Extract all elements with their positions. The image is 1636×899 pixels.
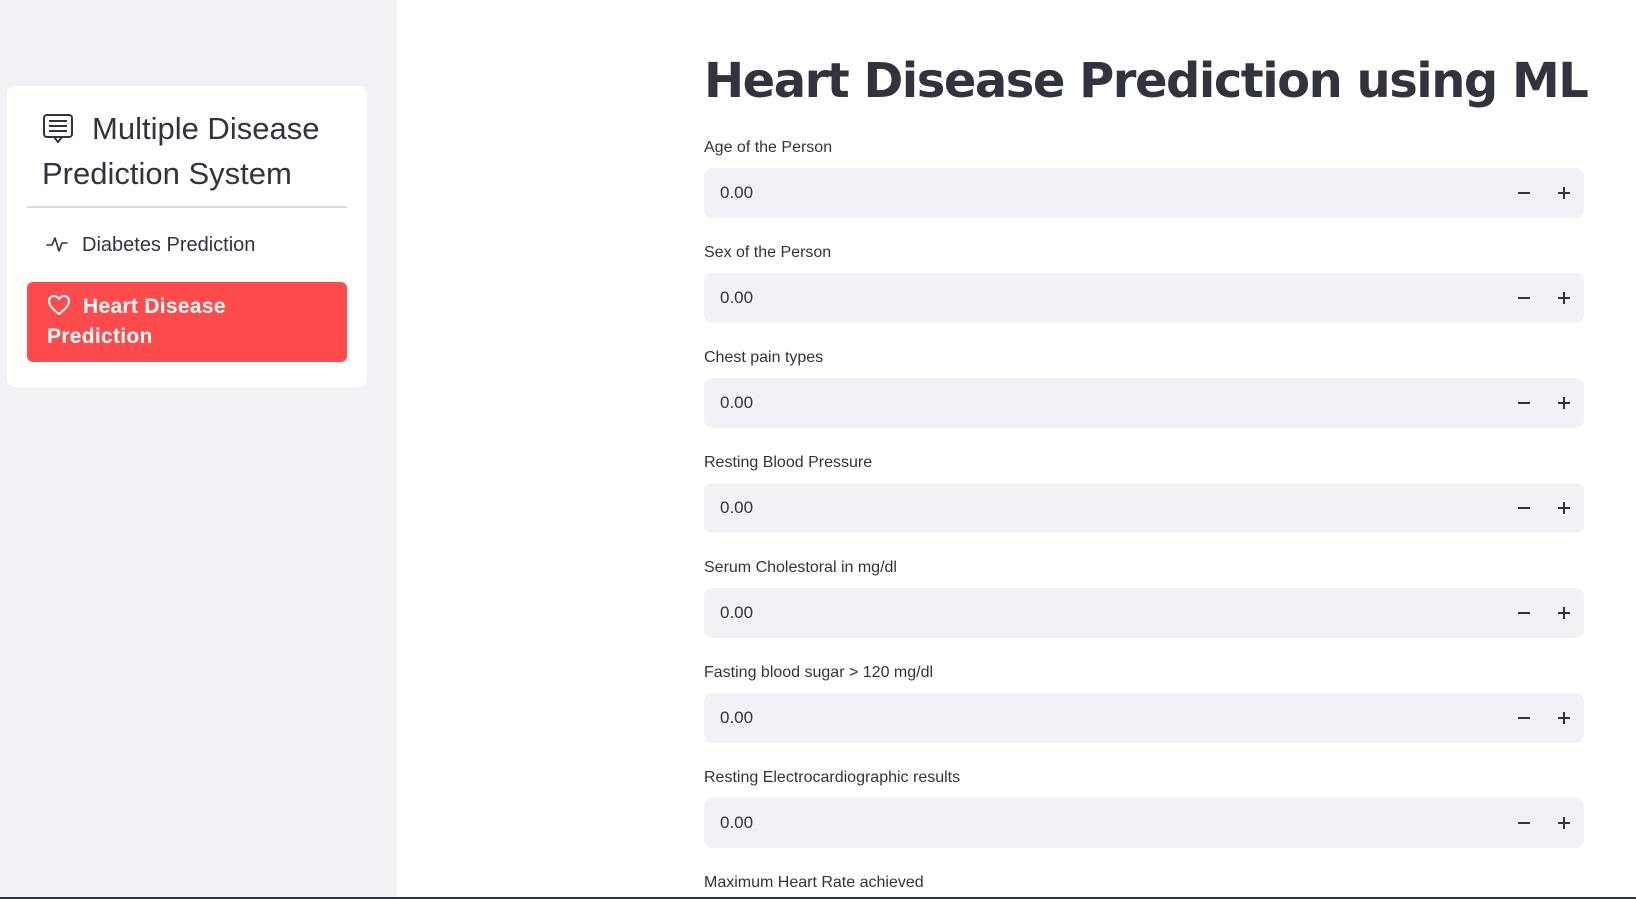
plus-icon bbox=[1558, 712, 1570, 724]
chest-pain-value[interactable]: 0.00 bbox=[720, 393, 754, 412]
menu-title: Multiple Disease Prediction System bbox=[42, 106, 352, 196]
sex-input[interactable]: 0.00 bbox=[704, 273, 1584, 323]
fasting-sugar-value[interactable]: 0.00 bbox=[720, 708, 754, 727]
max-heart-rate-label: Maximum Heart Rate achieved bbox=[704, 874, 924, 891]
plus-icon bbox=[1558, 397, 1570, 409]
age-value[interactable]: 0.00 bbox=[720, 183, 754, 202]
menu-title-text: Multiple Disease Prediction System bbox=[42, 111, 320, 191]
age-input[interactable]: 0.00 bbox=[704, 168, 1584, 218]
sidebar-item-heart-disease-prediction[interactable]: Heart Disease Prediction bbox=[27, 282, 347, 362]
minus-icon bbox=[1518, 717, 1530, 719]
minus-icon bbox=[1518, 507, 1530, 509]
increment-button[interactable] bbox=[1544, 378, 1584, 428]
plus-icon bbox=[1558, 502, 1570, 514]
minus-icon bbox=[1518, 822, 1530, 824]
sidebar-item-label: Heart Disease Prediction bbox=[47, 295, 226, 348]
window-bottom-border bbox=[0, 897, 1636, 899]
decrement-button[interactable] bbox=[1504, 273, 1544, 323]
decrement-button[interactable] bbox=[1504, 798, 1544, 848]
age-label: Age of the Person bbox=[704, 139, 833, 156]
cholesterol-label: Serum Cholestoral in mg/dl bbox=[704, 559, 897, 576]
increment-button[interactable] bbox=[1544, 168, 1584, 218]
chest-pain-label: Chest pain types bbox=[704, 349, 824, 366]
decrement-button[interactable] bbox=[1504, 588, 1544, 638]
minus-icon bbox=[1518, 402, 1530, 404]
decrement-button[interactable] bbox=[1504, 483, 1544, 533]
resting-ecg-input[interactable]: 0.00 bbox=[704, 798, 1584, 848]
decrement-button[interactable] bbox=[1504, 693, 1544, 743]
activity-icon bbox=[46, 227, 68, 252]
page-title: Heart Disease Prediction using ML bbox=[704, 53, 1589, 109]
cholesterol-input[interactable]: 0.00 bbox=[704, 588, 1584, 638]
minus-icon bbox=[1518, 297, 1530, 299]
plus-icon bbox=[1558, 187, 1570, 199]
fasting-sugar-label: Fasting blood sugar > 120 mg/dl bbox=[704, 664, 934, 681]
minus-icon bbox=[1518, 612, 1530, 614]
decrement-button[interactable] bbox=[1504, 378, 1544, 428]
list-alt-icon bbox=[42, 111, 74, 144]
increment-button[interactable] bbox=[1544, 798, 1584, 848]
resting-bp-value[interactable]: 0.00 bbox=[720, 498, 754, 517]
plus-icon bbox=[1558, 607, 1570, 619]
main-content: Heart Disease Prediction using ML Age of… bbox=[704, 0, 1589, 897]
heart-icon bbox=[47, 293, 71, 317]
cholesterol-value[interactable]: 0.00 bbox=[720, 603, 754, 622]
increment-button[interactable] bbox=[1544, 693, 1584, 743]
increment-button[interactable] bbox=[1544, 273, 1584, 323]
sidebar-item-diabetes-prediction[interactable]: Diabetes Prediction bbox=[27, 223, 347, 267]
chest-pain-input[interactable]: 0.00 bbox=[704, 378, 1584, 428]
resting-bp-input[interactable]: 0.00 bbox=[704, 483, 1584, 533]
decrement-button[interactable] bbox=[1504, 168, 1544, 218]
sidebar: Multiple Disease Prediction System Diabe… bbox=[0, 0, 397, 897]
sex-value[interactable]: 0.00 bbox=[720, 288, 754, 307]
plus-icon bbox=[1558, 292, 1570, 304]
resting-ecg-label: Resting Electrocardiographic results bbox=[704, 769, 961, 786]
increment-button[interactable] bbox=[1544, 483, 1584, 533]
resting-ecg-value[interactable]: 0.00 bbox=[720, 813, 754, 832]
minus-icon bbox=[1518, 192, 1530, 194]
sex-label: Sex of the Person bbox=[704, 244, 832, 261]
option-menu: Multiple Disease Prediction System Diabe… bbox=[7, 86, 367, 387]
plus-icon bbox=[1558, 817, 1570, 829]
sidebar-item-label: Diabetes Prediction bbox=[82, 234, 256, 256]
increment-button[interactable] bbox=[1544, 588, 1584, 638]
menu-divider bbox=[27, 206, 347, 208]
fasting-sugar-input[interactable]: 0.00 bbox=[704, 693, 1584, 743]
resting-bp-label: Resting Blood Pressure bbox=[704, 454, 873, 471]
